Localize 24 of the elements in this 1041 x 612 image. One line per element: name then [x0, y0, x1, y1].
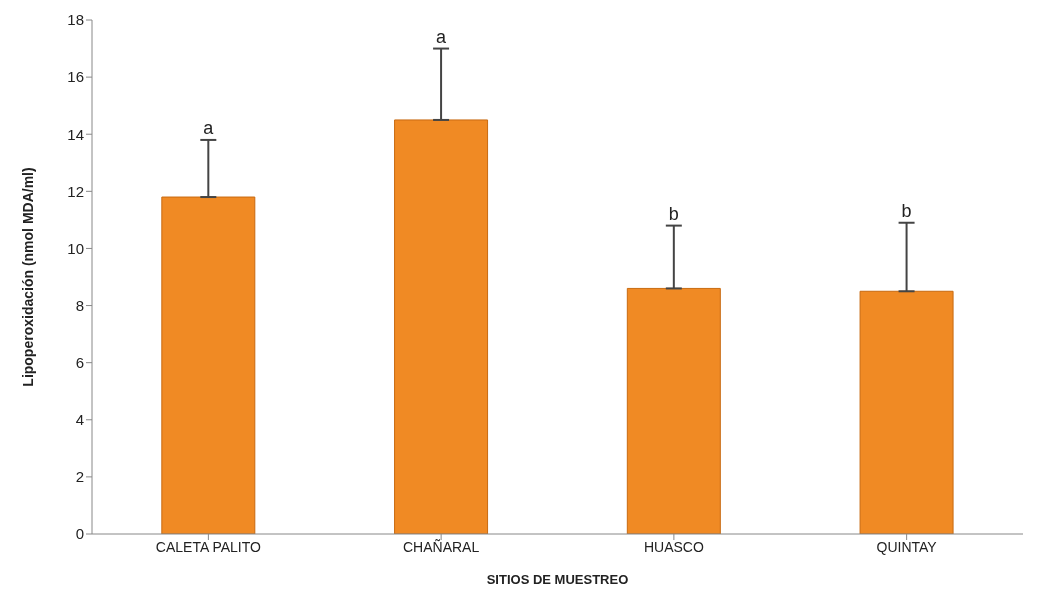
x-tick-label: QUINTAY [876, 538, 938, 555]
annotation: b [901, 200, 912, 221]
bar [161, 196, 256, 534]
bar [859, 290, 954, 534]
y-tick-label: 2 [75, 468, 84, 486]
y-tick-label: 8 [75, 296, 84, 314]
y-tick-label: 18 [67, 11, 84, 29]
x-tick-label: HUASCO [643, 538, 704, 555]
y-tick-label: 10 [67, 239, 84, 257]
y-tick-label: 0 [75, 525, 84, 543]
bar [394, 119, 489, 534]
x-tick-label: CHAÑARAL [403, 538, 480, 555]
y-tick-label: 14 [67, 125, 84, 143]
annotation: b [668, 203, 679, 224]
bar [626, 287, 721, 534]
x-tick-label: CALETA PALITO [155, 538, 261, 555]
x-axis-title: SITIOS DE MUESTREO [486, 572, 629, 587]
y-tick-label: 16 [67, 68, 84, 86]
y-axis-title: Lipoperoxidación (nmol MDA/ml) [19, 167, 36, 387]
y-tick-label: 4 [75, 411, 84, 429]
annotation: a [203, 117, 215, 138]
y-tick-label: 12 [67, 182, 84, 200]
annotation: a [436, 26, 448, 47]
y-tick-label: 6 [75, 353, 84, 371]
